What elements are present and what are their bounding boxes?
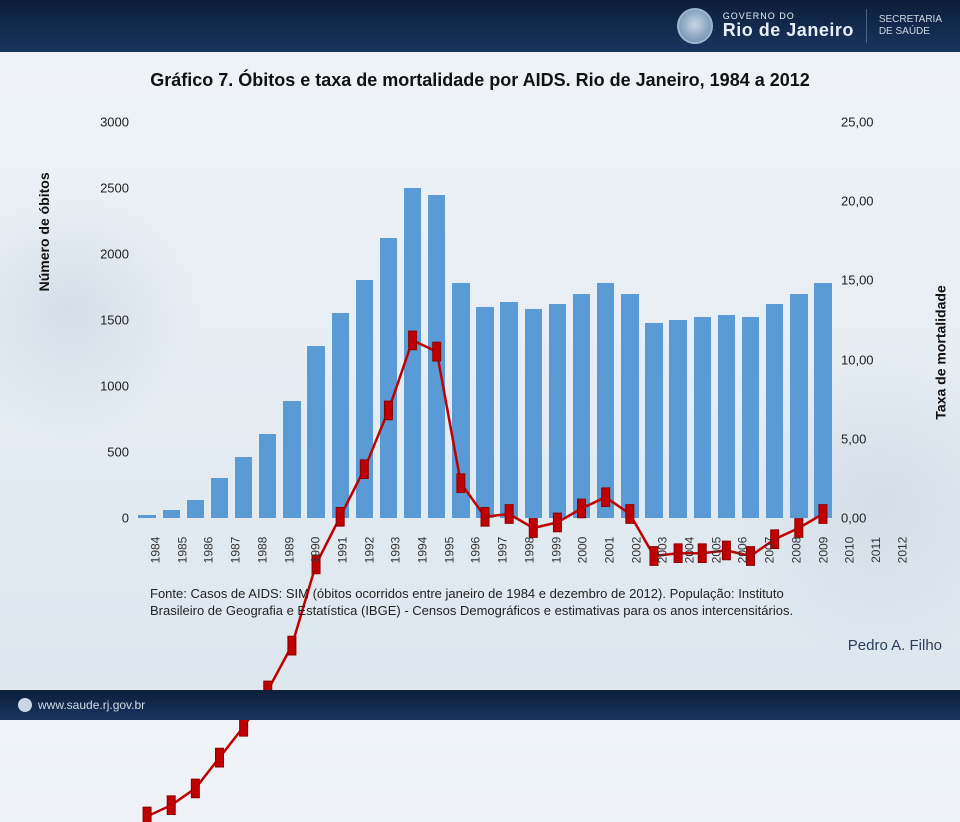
rate-marker — [578, 499, 586, 518]
source-note: Fonte: Casos de AIDS: SIM (óbitos ocorri… — [150, 585, 810, 620]
x-tick-label: 1994 — [415, 537, 445, 564]
rate-marker — [505, 505, 513, 524]
x-tick-label: 2000 — [576, 537, 606, 564]
header-bar: GOVERNO DO Rio de Janeiro SECRETARIA DE … — [0, 0, 960, 52]
rate-marker — [288, 636, 296, 655]
x-tick-label: 1984 — [148, 537, 178, 564]
footer-site-text: www.saude.rj.gov.br — [38, 698, 145, 712]
rate-marker — [409, 331, 417, 350]
x-tick-label: 1998 — [522, 537, 552, 564]
y-right-tick: 0,00 — [841, 511, 866, 526]
rate-marker — [191, 779, 199, 798]
y-left-tick: 2500 — [100, 181, 129, 196]
y-right-axis-title: Taxa de mortalidade — [932, 285, 948, 419]
rate-marker — [457, 474, 465, 493]
x-tick-label: 2004 — [682, 537, 712, 564]
x-tick-label: 1988 — [255, 537, 285, 564]
y-left-tick: 1500 — [100, 313, 129, 328]
plot-area — [135, 122, 835, 518]
y-right-tick: 5,00 — [841, 431, 866, 446]
x-tick-label: 2006 — [736, 537, 766, 564]
rate-marker — [215, 748, 223, 767]
state-crest-icon — [677, 8, 713, 44]
y-right-axis: 0,005,0010,0015,0020,0025,00 — [835, 122, 890, 518]
x-tick-label: 2008 — [789, 537, 819, 564]
footer-bar: www.saude.rj.gov.br — [0, 690, 960, 720]
chart-area: 050010001500200025003000 0,005,0010,0015… — [80, 122, 890, 540]
y-left-tick: 3000 — [100, 115, 129, 130]
x-tick-label: 2001 — [602, 537, 632, 564]
rate-marker — [240, 717, 248, 736]
footer-site: www.saude.rj.gov.br — [18, 698, 145, 712]
rate-marker — [602, 488, 610, 507]
x-tick-label: 1987 — [228, 537, 258, 564]
y-left-axis-title: Número de óbitos — [36, 172, 52, 291]
header-divider — [866, 9, 867, 43]
x-tick-label: 1996 — [469, 537, 499, 564]
x-axis-labels: 1984198519861987198819891990199119921993… — [135, 522, 835, 580]
header-secretaria-l2: DE SAÚDE — [879, 26, 942, 38]
y-left-tick: 2000 — [100, 247, 129, 262]
x-tick-label: 1986 — [202, 537, 232, 564]
rate-marker — [360, 460, 368, 479]
y-right-tick: 20,00 — [841, 194, 874, 209]
y-left-tick: 1000 — [100, 379, 129, 394]
y-right-tick: 25,00 — [841, 115, 874, 130]
y-left-axis: 050010001500200025003000 — [80, 122, 135, 518]
rate-marker — [433, 342, 441, 361]
rate-marker — [167, 796, 175, 815]
x-tick-label: 1990 — [309, 537, 339, 564]
header-secretaria-l1: SECRETARIA — [879, 14, 942, 26]
rate-marker — [143, 807, 151, 822]
header-secretaria: SECRETARIA DE SAÚDE — [879, 14, 942, 38]
x-tick-label: 1993 — [389, 537, 419, 564]
header-brand-line2: Rio de Janeiro — [723, 21, 854, 40]
x-tick-label: 2012 — [895, 537, 925, 564]
x-tick-label: 1997 — [495, 537, 525, 564]
chart-title: Gráfico 7. Óbitos e taxa de mortalidade … — [0, 52, 960, 95]
y-right-tick: 15,00 — [841, 273, 874, 288]
rate-marker — [384, 401, 392, 420]
author-credit: Pedro A. Filho — [848, 637, 942, 654]
slide-content: Gráfico 7. Óbitos e taxa de mortalidade … — [0, 52, 960, 690]
rate-marker — [819, 505, 827, 524]
rate-marker — [626, 505, 634, 524]
y-left-tick: 0 — [122, 511, 129, 526]
globe-icon — [18, 698, 32, 712]
x-tick-label: 2003 — [656, 537, 686, 564]
x-tick-label: 2007 — [763, 537, 793, 564]
header-brand: GOVERNO DO Rio de Janeiro — [723, 12, 854, 40]
x-tick-label: 1991 — [335, 537, 365, 564]
y-left-tick: 500 — [107, 445, 129, 460]
y-right-tick: 10,00 — [841, 352, 874, 367]
